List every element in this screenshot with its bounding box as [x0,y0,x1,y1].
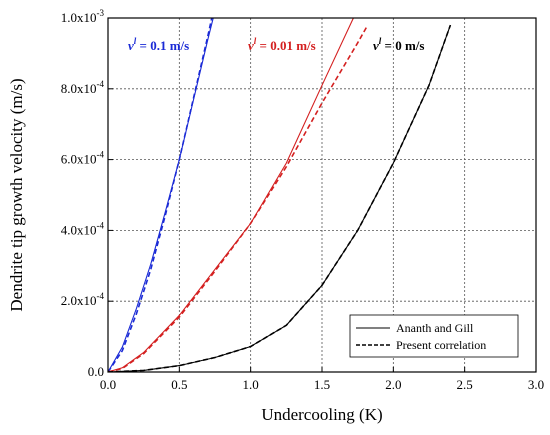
series-annotation: vl = 0.1 m/s [128,36,189,53]
y-tick-label: 2.0x10-4 [61,291,105,308]
grid [108,18,536,372]
y-axis-title: Dendrite tip growth velocity (m/s) [7,78,26,311]
y-tick-label: 8.0x10-4 [61,79,105,96]
legend: Ananth and Gill Present correlation [349,314,519,358]
ticks: 0.0 0.5 1.0 1.5 2.0 2.5 3.0 0.0 2.0x10-4 4.0x10-4… [61,8,544,392]
x-tick-label: 1.0 [243,377,259,392]
series-line-dashed [108,24,369,372]
legend-box [349,314,519,358]
series-group [108,18,452,372]
x-tick-label: 0.5 [171,377,187,392]
x-tick-label: 0.0 [100,377,116,392]
y-tick-label: 6.0x10-4 [61,150,105,167]
x-tick-label: 1.5 [314,377,330,392]
x-tick-label: 2.5 [457,377,473,392]
legend-label: Ananth and Gill [396,321,474,335]
series-line-dashed [108,24,452,372]
y-tick-label: 0.0 [88,364,104,379]
series-line-solid [108,18,214,372]
series-line-dashed [108,18,213,372]
series-annotation: vl = 0.01 m/s [248,36,316,53]
y-tick-label: 4.0x10-4 [61,220,105,237]
x-tick-label: 3.0 [528,377,544,392]
annotations: vl = 0.1 m/s vl = 0.01 m/s vl = 0 m/s [128,36,424,53]
x-axis-title: Undercooling (K) [261,405,382,424]
series-line-solid [108,18,354,372]
legend-label: Present correlation [396,338,486,352]
x-tick-label: 2.0 [385,377,401,392]
series-annotation: vl = 0 m/s [373,36,424,53]
y-tick-label: 1.0x10-3 [61,8,105,25]
